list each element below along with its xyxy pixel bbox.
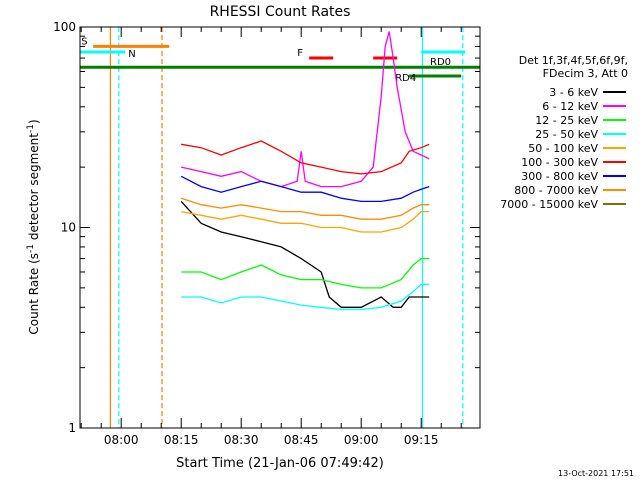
- series-line: [181, 140, 430, 175]
- x-tick-label: 08:30: [224, 433, 259, 447]
- y-axis-label-sup2: -1: [26, 124, 36, 133]
- y-axis-label-mid: detector segment: [27, 133, 41, 244]
- series-line: [181, 283, 430, 311]
- y-axis-label-sup1: -1: [26, 244, 36, 253]
- state-bar-label: N: [128, 49, 135, 60]
- y-axis-label: Count Rate (s-1 detector segment-1): [26, 119, 41, 334]
- y-tick-label: 1: [68, 421, 76, 435]
- y-tick-label: 10: [61, 221, 76, 235]
- state-bar-label: RD4: [395, 73, 416, 84]
- y-axis-label-end: ): [27, 119, 41, 124]
- legend-entry-label: 50 - 100 keV: [528, 142, 598, 155]
- series-line: [180, 200, 430, 308]
- legend-entry-label: 3 - 6 keV: [549, 86, 598, 99]
- x-tick-label: 08:45: [284, 433, 319, 447]
- axes: 08:00 08:15 08:30 08:45 09:00 09:15 1 10 100: [53, 20, 481, 447]
- legend-entry-label: 300 - 800 keV: [521, 170, 598, 183]
- legend-entry-label: 800 - 7000 keV: [514, 184, 598, 197]
- state-bar-label: S: [81, 36, 87, 47]
- y-axis-label-main: Count Rate (s: [27, 253, 41, 335]
- legend-entry-label: 100 - 300 keV: [521, 156, 598, 169]
- x-tick-label: 08:00: [104, 433, 139, 447]
- series-line: [180, 175, 430, 203]
- legend: Det 1f,3f,4f,5f,6f,9f, FDecim 3, Att 0 3…: [500, 54, 628, 211]
- x-tick-label: 09:15: [404, 433, 439, 447]
- footer-timestamp: 13-Oct-2021 17:51: [558, 469, 634, 478]
- legend-entry-label: 7000 - 15000 keV: [500, 198, 598, 211]
- series-line: [180, 197, 430, 220]
- x-tick-label: 09:00: [344, 433, 379, 447]
- x-axis-label: Start Time (21-Jan-06 07:49:42): [176, 456, 384, 471]
- series-line: [181, 257, 430, 289]
- legend-entry-label: 6 - 12 keV: [542, 100, 598, 113]
- y-tick-label: 100: [53, 20, 76, 34]
- attenuator-bars: S N F RD0 RD4: [80, 36, 480, 84]
- series-line: [181, 210, 430, 233]
- vertical-markers: [109, 27, 464, 428]
- legend-entry-label: 25 - 50 keV: [535, 128, 598, 141]
- series-line: [181, 31, 430, 188]
- legend-entry-label: 12 - 25 keV: [535, 114, 598, 127]
- state-bar-label: F: [297, 48, 303, 59]
- legend-header-1: Det 1f,3f,4f,5f,6f,9f,: [519, 54, 628, 67]
- plot-frame: [79, 26, 481, 429]
- legend-header-2: FDecim 3, Att 0: [543, 67, 628, 80]
- state-bar-label: RD0: [430, 57, 451, 68]
- series-lines: [180, 31, 430, 311]
- x-tick-label: 08:15: [164, 433, 199, 447]
- chart-title: RHESSI Count Rates: [210, 4, 351, 20]
